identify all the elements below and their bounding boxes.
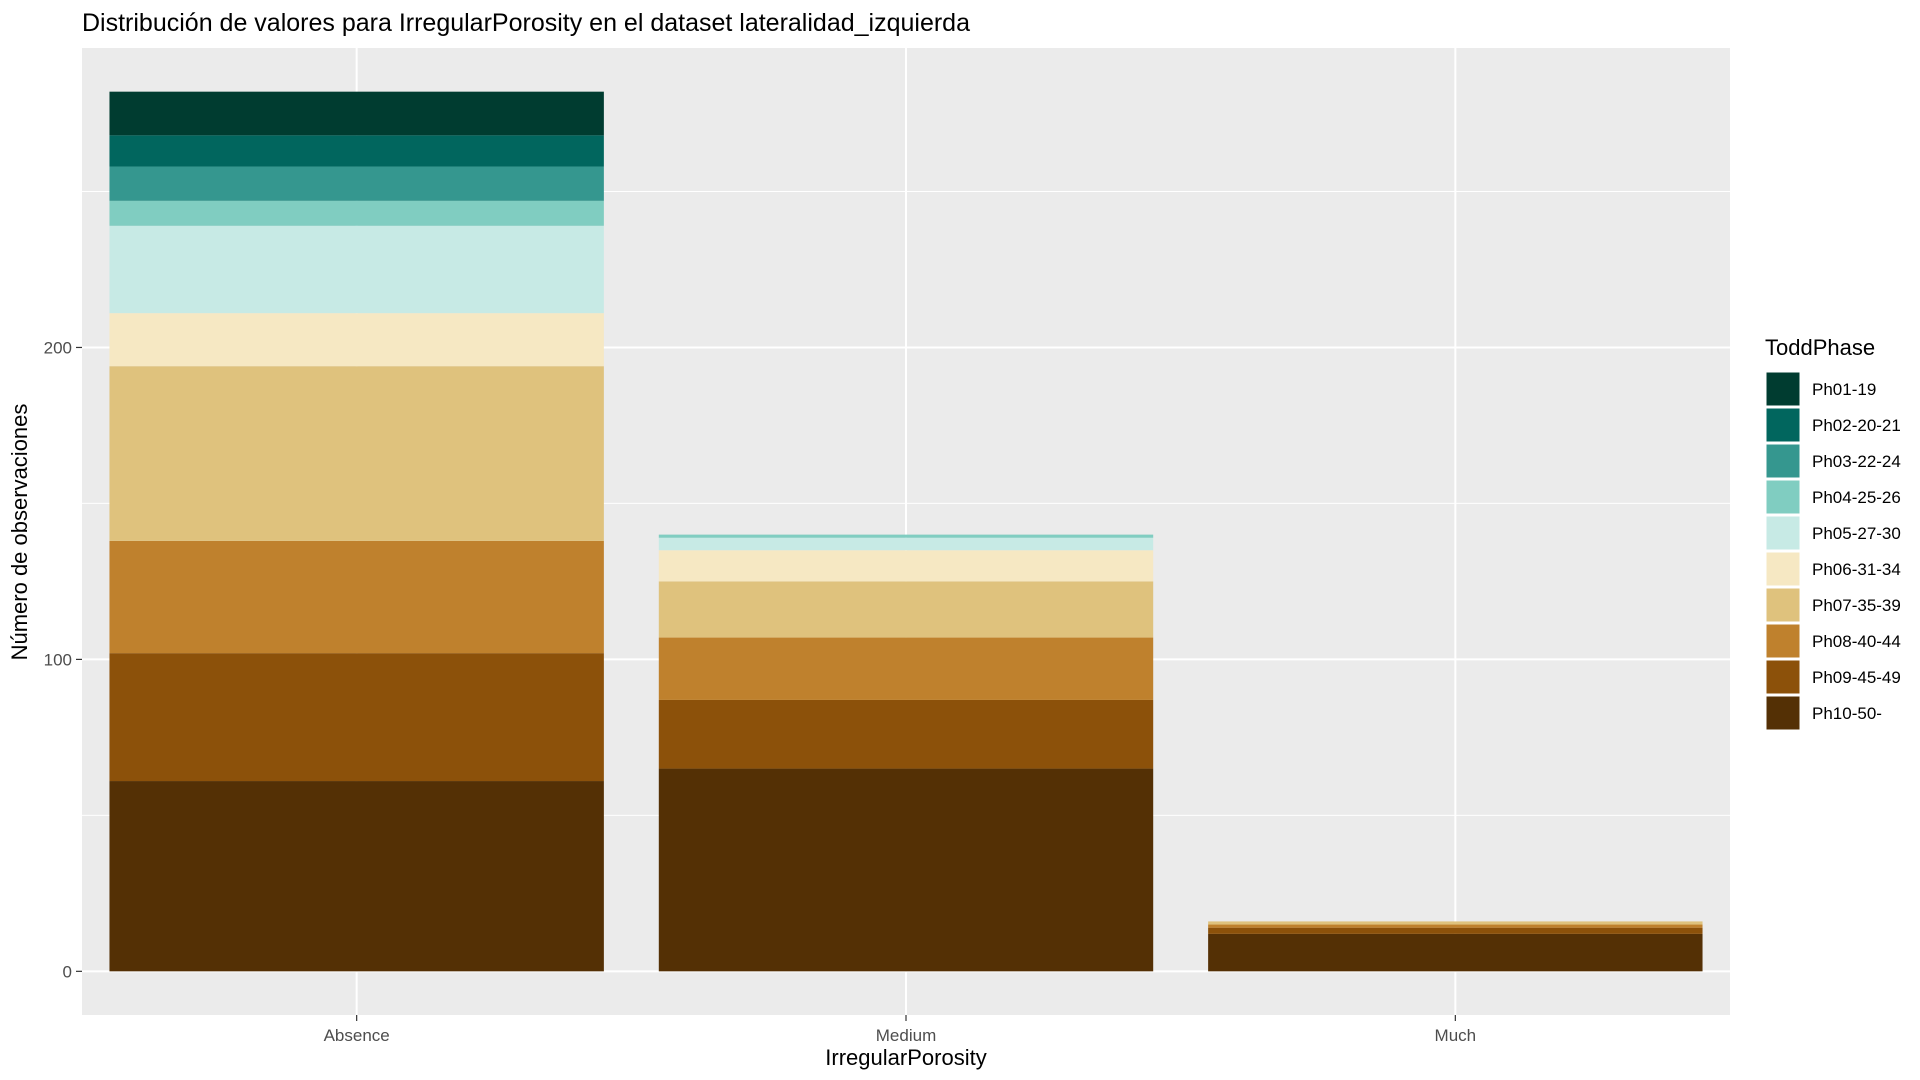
- legend-title: ToddPhase: [1765, 335, 1875, 360]
- bar-stack-absence: [109, 91, 604, 972]
- legend-swatch: [1765, 695, 1801, 731]
- bar-segment: [658, 581, 1154, 638]
- x-axis: Absence Medium Much: [324, 1015, 1477, 1045]
- legend-label: Ph10-50-: [1812, 704, 1882, 723]
- bar-segment: [109, 225, 604, 314]
- bars: [109, 91, 1703, 972]
- legend-item: Ph03-22-24: [1765, 443, 1901, 479]
- legend-label: Ph04-25-26: [1812, 488, 1901, 507]
- y-tick-label: 0: [63, 962, 72, 981]
- legend-label: Ph01-19: [1812, 380, 1876, 399]
- chart-title: Distribución de valores para IrregularPo…: [82, 9, 970, 37]
- legend-swatch: [1765, 623, 1801, 659]
- x-axis-title: IrregularPorosity: [825, 1045, 986, 1070]
- legend-item: Ph10-50-: [1765, 695, 1882, 731]
- legend-swatch: [1765, 551, 1801, 587]
- x-tick-label: Much: [1435, 1026, 1477, 1045]
- legend-label: Ph06-31-34: [1812, 560, 1901, 579]
- legend-swatch: [1765, 587, 1801, 623]
- legend: ToddPhase Ph01-19Ph02-20-21Ph03-22-24Ph0…: [1765, 335, 1901, 731]
- bar-segment: [658, 534, 1154, 538]
- legend-item: Ph09-45-49: [1765, 659, 1901, 695]
- bar-segment: [109, 135, 604, 167]
- legend-label: Ph05-27-30: [1812, 524, 1901, 543]
- y-axis: 0 100 200: [44, 338, 82, 981]
- bar-segment: [658, 699, 1154, 769]
- y-axis-title: Número de observaciones: [7, 404, 32, 661]
- bar-segment: [109, 366, 604, 541]
- bar-segment: [109, 653, 604, 782]
- legend-swatch: [1765, 659, 1801, 695]
- bar-segment: [109, 540, 604, 654]
- bar-segment: [109, 781, 604, 972]
- legend-swatch: [1765, 443, 1801, 479]
- legend-item: Ph06-31-34: [1765, 551, 1901, 587]
- bar-segment: [658, 768, 1154, 972]
- legend-label: Ph09-45-49: [1812, 668, 1901, 687]
- bar-segment: [109, 91, 604, 136]
- x-tick-label: Absence: [324, 1026, 390, 1045]
- legend-swatch: [1765, 479, 1801, 515]
- legend-item: Ph01-19: [1765, 371, 1876, 407]
- legend-item: Ph05-27-30: [1765, 515, 1901, 551]
- y-tick-label: 100: [44, 650, 72, 669]
- bar-segment: [658, 550, 1154, 582]
- bar-segment: [109, 313, 604, 367]
- legend-swatch: [1765, 371, 1801, 407]
- legend-label: Ph03-22-24: [1812, 452, 1901, 471]
- bar-segment: [1208, 924, 1703, 928]
- legend-item: Ph02-20-21: [1765, 407, 1901, 443]
- legend-swatch: [1765, 515, 1801, 551]
- bar-segment: [109, 200, 604, 226]
- bar-segment: [1208, 933, 1703, 972]
- bar-stack-medium: [658, 534, 1154, 972]
- bar-segment: [109, 166, 604, 201]
- bar-segment: [1208, 921, 1703, 925]
- bar-segment: [658, 637, 1154, 700]
- bar-segment: [658, 537, 1154, 551]
- legend-item: Ph08-40-44: [1765, 623, 1901, 659]
- legend-swatch: [1765, 407, 1801, 443]
- legend-items: Ph01-19 Ph02-20-21 Ph03-22-24 Ph04-25-26 Ph0…: [1765, 371, 1901, 731]
- legend-label: Ph08-40-44: [1812, 632, 1901, 651]
- legend-item: Ph07-35-39: [1765, 587, 1901, 623]
- x-tick-label: Medium: [876, 1026, 936, 1045]
- bar-segment: [1208, 927, 1703, 934]
- y-tick-label: 200: [44, 338, 72, 357]
- legend-item: Ph04-25-26: [1765, 479, 1901, 515]
- bar-stack-much: [1208, 921, 1703, 972]
- legend-label: Ph02-20-21: [1812, 416, 1901, 435]
- legend-label: Ph07-35-39: [1812, 596, 1901, 615]
